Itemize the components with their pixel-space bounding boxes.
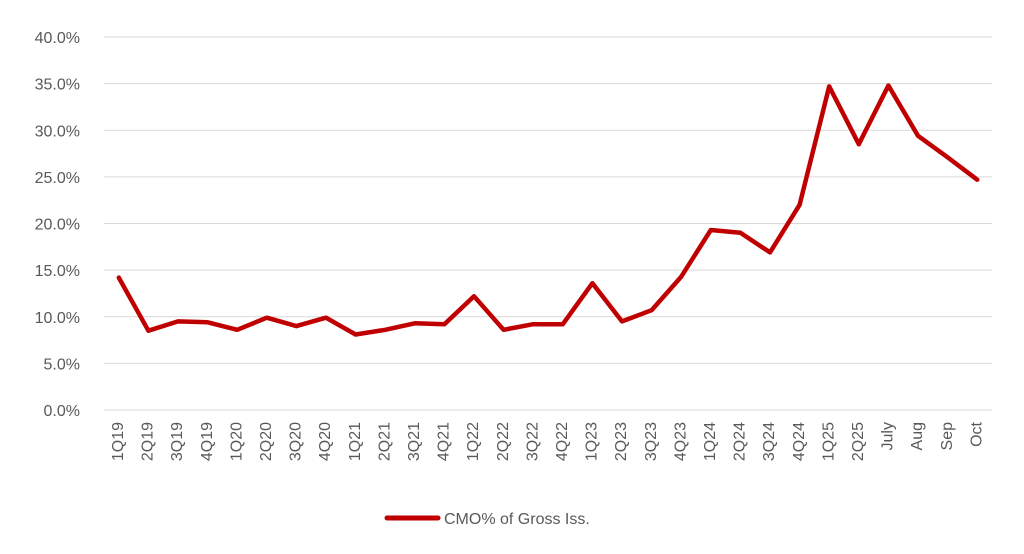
x-tick-label: 1Q23 [584, 422, 601, 461]
x-tick-label: 2Q21 [376, 422, 393, 461]
x-tick-label: 3Q20 [288, 422, 305, 461]
x-tick-label: July [880, 422, 897, 450]
x-tick-label: 2Q19 [140, 422, 157, 461]
x-tick-label: 1Q25 [820, 422, 837, 461]
x-tick-label: 3Q21 [406, 422, 423, 461]
x-tick-label: 2Q20 [258, 422, 275, 461]
x-tick-label: Sep [939, 422, 956, 451]
x-tick-label: 1Q24 [702, 422, 719, 461]
x-tick-label: Aug [909, 422, 926, 450]
x-tick-label: 4Q24 [791, 422, 808, 461]
y-tick-label: 30.0% [35, 123, 80, 140]
x-tick-label: 1Q20 [228, 422, 245, 461]
x-tick-label: 4Q21 [436, 422, 453, 461]
y-tick-label: 40.0% [35, 30, 80, 47]
x-tick-label: 2Q25 [850, 422, 867, 461]
y-tick-label: 20.0% [35, 217, 80, 234]
x-tick-label: 3Q23 [643, 422, 660, 461]
x-tick-label: 1Q21 [347, 422, 364, 461]
y-tick-label: 10.0% [35, 310, 80, 327]
x-tick-label: 3Q19 [169, 422, 186, 461]
x-tick-label: 4Q19 [199, 422, 216, 461]
x-tick-label: 4Q20 [317, 422, 334, 461]
y-tick-label: 15.0% [35, 263, 80, 280]
y-tick-label: 5.0% [44, 356, 80, 373]
y-tick-label: 0.0% [44, 403, 80, 420]
gridlines [104, 36, 992, 411]
x-axis-tick-labels: 1Q19 2Q19 3Q19 4Q19 1Q20 2Q20 3Q20 4Q20 1Q21 2Q21… [110, 421, 985, 461]
x-tick-label: Oct [968, 421, 985, 446]
y-axis-tick-labels: 0.0% 5.0% 10.0% 15.0% 20.0% 25.0% 30.0% 35.0% 40… [35, 30, 80, 420]
x-tick-label: 2Q23 [613, 422, 630, 461]
series-lines [116, 83, 980, 337]
x-tick-label: 1Q19 [110, 422, 127, 461]
series-line [116, 83, 980, 337]
x-tick-label: 2Q24 [732, 422, 749, 461]
x-tick-label: 4Q23 [672, 422, 689, 461]
legend: CMO% of Gross Iss. [384, 511, 590, 528]
x-tick-label: 1Q22 [465, 422, 482, 461]
x-tick-label: 2Q22 [495, 422, 512, 461]
x-tick-label: 3Q24 [761, 422, 778, 461]
y-tick-label: 35.0% [35, 77, 80, 94]
x-tick-label: 3Q22 [524, 422, 541, 461]
x-tick-label: 4Q22 [554, 422, 571, 461]
legend-label: CMO% of Gross Iss. [444, 511, 590, 528]
y-tick-label: 25.0% [35, 170, 80, 187]
